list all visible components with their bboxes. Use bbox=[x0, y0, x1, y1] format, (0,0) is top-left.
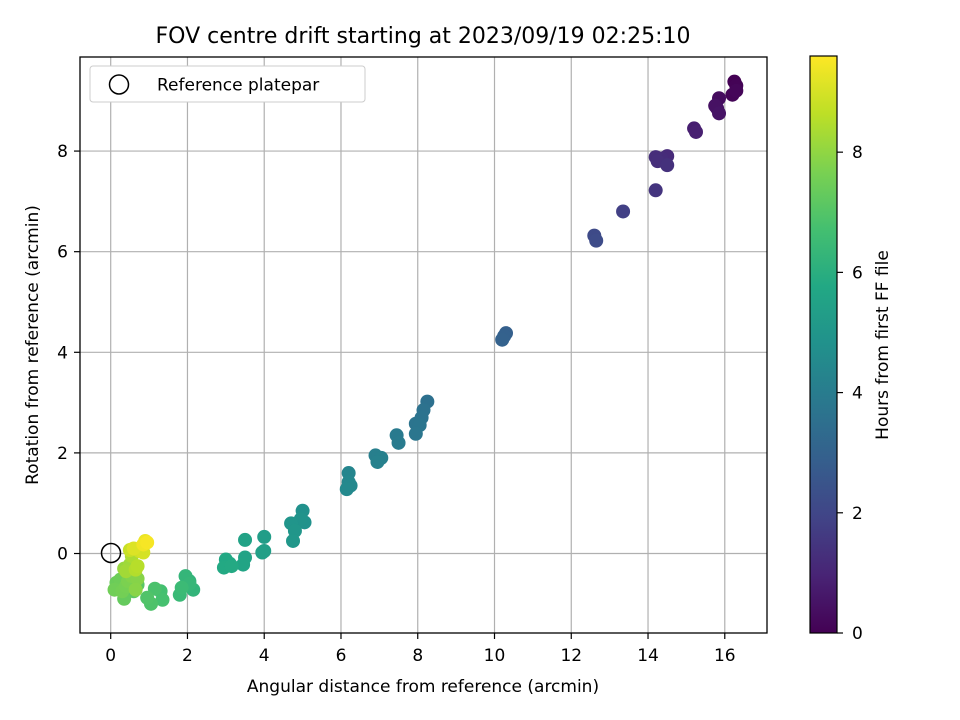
gridlines bbox=[80, 57, 767, 633]
legend-marker-icon bbox=[108, 74, 130, 95]
x-tick-label: 8 bbox=[412, 646, 423, 666]
data-point bbox=[236, 557, 251, 572]
data-point bbox=[616, 204, 631, 219]
data-point bbox=[238, 532, 253, 547]
data-point bbox=[589, 233, 604, 248]
colorbar: 0 2 4 6 8 Hours from first FF file bbox=[809, 55, 893, 644]
y-tick-label: 0 bbox=[57, 545, 68, 565]
data-point bbox=[648, 183, 663, 198]
x-axis-label: Angular distance from reference (arcmin) bbox=[247, 677, 599, 697]
data-point bbox=[257, 529, 272, 544]
data-point bbox=[339, 482, 354, 497]
data-point bbox=[712, 106, 727, 121]
y-tick-label: 2 bbox=[57, 444, 68, 464]
x-tick-label: 2 bbox=[182, 646, 193, 666]
y-tick-label: 4 bbox=[57, 343, 68, 363]
data-point bbox=[660, 158, 675, 173]
data-point bbox=[688, 124, 703, 139]
x-tick-label: 6 bbox=[336, 646, 347, 666]
colorbar-tick-label: 8 bbox=[852, 143, 863, 163]
data-point bbox=[286, 533, 301, 548]
x-axis-ticks: 0 2 4 6 8 10 12 14 16 bbox=[105, 633, 736, 666]
x-tick-label: 12 bbox=[560, 646, 582, 666]
x-tick-label: 14 bbox=[637, 646, 659, 666]
y-axis-label: Rotation from reference (arcmin) bbox=[23, 205, 43, 485]
y-axis-ticks: 0 2 4 6 8 bbox=[57, 142, 80, 565]
data-point bbox=[140, 590, 155, 605]
data-point bbox=[495, 332, 510, 347]
colorbar-gradient bbox=[809, 55, 838, 634]
y-tick-label: 6 bbox=[57, 243, 68, 263]
x-tick-label: 10 bbox=[484, 646, 506, 666]
colorbar-tick-label: 0 bbox=[852, 624, 863, 644]
colorbar-tick-label: 4 bbox=[852, 384, 863, 404]
reference-marker bbox=[100, 542, 122, 564]
colorbar-ticks: 0 2 4 6 8 bbox=[837, 143, 863, 644]
x-tick-label: 4 bbox=[259, 646, 270, 666]
legend: Reference platepar bbox=[89, 65, 366, 103]
legend-box bbox=[89, 65, 366, 103]
data-point bbox=[224, 559, 239, 574]
data-point bbox=[408, 426, 423, 441]
x-tick-label: 16 bbox=[714, 646, 736, 666]
colorbar-label: Hours from first FF file bbox=[873, 250, 893, 440]
data-point bbox=[128, 582, 143, 597]
y-tick-label: 8 bbox=[57, 142, 68, 162]
data-points bbox=[107, 74, 744, 611]
data-point bbox=[391, 435, 406, 450]
data-point bbox=[370, 454, 385, 469]
x-tick-label: 0 bbox=[105, 646, 116, 666]
data-point bbox=[140, 535, 155, 550]
colorbar-tick-label: 6 bbox=[852, 263, 863, 283]
data-point bbox=[174, 580, 189, 595]
plot-frame bbox=[79, 56, 768, 634]
legend-entry-reference: Reference platepar bbox=[157, 76, 319, 96]
data-point bbox=[155, 592, 170, 607]
chart-title: FOV centre drift starting at 2023/09/19 … bbox=[156, 24, 691, 49]
data-point bbox=[130, 559, 145, 574]
data-point bbox=[255, 545, 270, 560]
colorbar-tick-label: 2 bbox=[852, 504, 863, 524]
data-point bbox=[729, 83, 744, 98]
